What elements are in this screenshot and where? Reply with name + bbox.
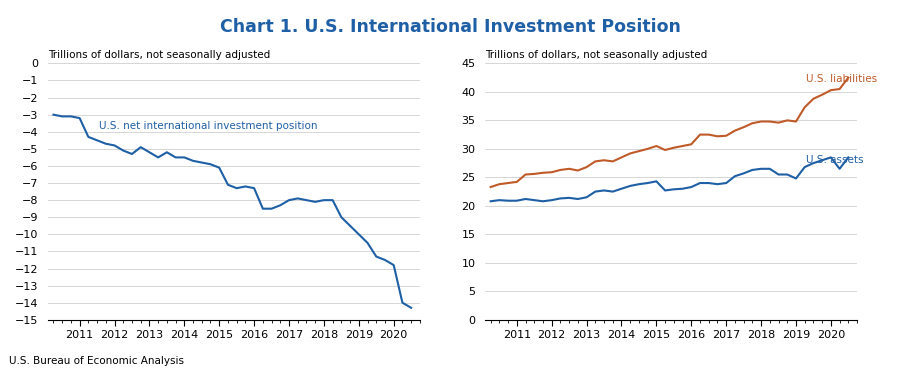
Text: Trillions of dollars, not seasonally adjusted: Trillions of dollars, not seasonally adj… [485,50,707,60]
Text: U.S. Bureau of Economic Analysis: U.S. Bureau of Economic Analysis [9,356,184,366]
Text: U.S. liabilities: U.S. liabilities [806,74,878,84]
Text: Trillions of dollars, not seasonally adjusted: Trillions of dollars, not seasonally adj… [49,50,271,60]
Text: U.S. net international investment position: U.S. net international investment positi… [99,121,318,131]
Text: U.S. assets: U.S. assets [806,155,864,165]
Text: Chart 1. U.S. International Investment Position: Chart 1. U.S. International Investment P… [220,18,680,37]
